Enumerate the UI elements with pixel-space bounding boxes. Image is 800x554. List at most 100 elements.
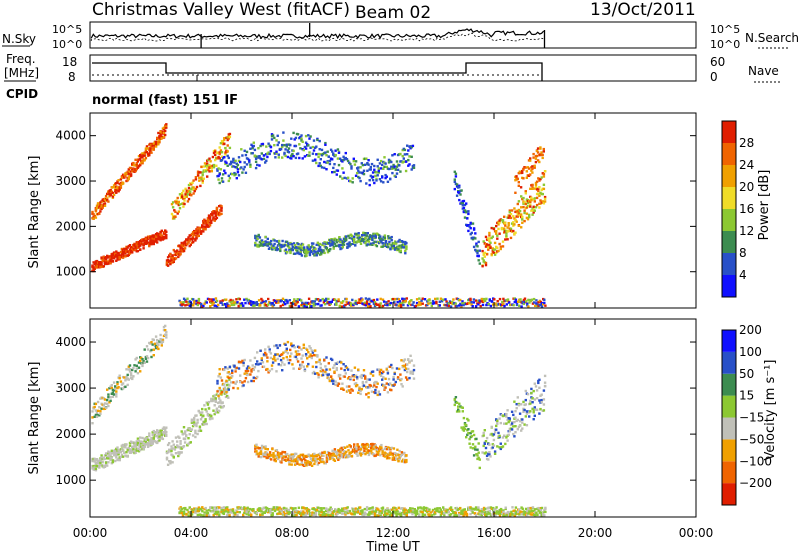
echo-cell <box>343 305 346 308</box>
echo-cell <box>165 126 168 129</box>
echo-cell <box>225 391 228 394</box>
echo-cell <box>538 179 541 182</box>
echo-cell <box>309 457 313 460</box>
echo-cell <box>505 422 508 425</box>
echo-cell <box>131 246 134 249</box>
echo-cell <box>458 198 461 202</box>
echo-cell <box>461 410 464 413</box>
echo-cell <box>304 459 307 462</box>
echo-cell <box>518 424 522 427</box>
echo-cell <box>336 361 340 364</box>
echo-cell <box>458 402 461 405</box>
echo-cell <box>272 452 275 455</box>
echo-cell <box>123 376 126 379</box>
echo-cell <box>196 513 199 517</box>
echo-cell <box>381 450 384 453</box>
echo-cell <box>324 151 327 154</box>
echo-cell <box>459 298 462 302</box>
echo-cell <box>373 168 376 171</box>
echo-cell <box>264 351 267 355</box>
echo-cell <box>351 242 355 246</box>
echo-cell <box>192 510 195 514</box>
echo-cell <box>534 304 537 307</box>
echo-cell <box>349 304 353 307</box>
echo-cell <box>133 164 136 167</box>
echo-cell <box>218 401 221 404</box>
echo-cell <box>286 155 290 159</box>
echo-cell <box>335 303 338 306</box>
echo-cell <box>292 344 295 347</box>
echo-cell <box>161 130 165 133</box>
echo-cell <box>368 444 372 447</box>
echo-cell <box>390 363 393 367</box>
echo-cell <box>196 418 199 422</box>
freq-label-line1: Freq. <box>6 52 36 66</box>
echo-cell <box>409 354 412 357</box>
echo-cell <box>301 360 304 364</box>
echo-cell <box>273 509 277 513</box>
echo-cell <box>273 355 276 358</box>
echo-cell <box>202 414 205 417</box>
echo-cell <box>150 348 153 352</box>
echo-cell <box>234 159 237 162</box>
echo-cell <box>252 144 255 148</box>
echo-cell <box>507 229 510 233</box>
echo-cell <box>505 232 508 235</box>
echo-cell <box>289 251 292 255</box>
echo-cell <box>292 367 295 370</box>
echo-cell <box>258 236 262 239</box>
echo-cell <box>338 453 341 456</box>
echo-cell <box>204 418 207 421</box>
echo-cell <box>371 171 375 174</box>
echo-cell <box>466 433 469 436</box>
echo-cell <box>266 237 269 241</box>
echo-cell <box>194 429 197 432</box>
echo-cell <box>156 345 159 349</box>
echo-cell <box>387 167 391 171</box>
echo-cell <box>483 429 486 432</box>
echo-cell <box>211 506 214 509</box>
echo-cell <box>292 507 295 510</box>
echo-cell <box>283 363 286 366</box>
echo-cell <box>94 208 98 211</box>
echo-cell <box>229 162 233 165</box>
echo-cell <box>220 506 223 510</box>
echo-cell <box>531 165 534 168</box>
echo-cell <box>262 506 265 509</box>
echo-cell <box>227 376 230 379</box>
echo-cell <box>331 358 334 362</box>
echo-cell <box>496 422 499 425</box>
echo-cell <box>111 254 115 257</box>
echo-cell <box>216 382 219 385</box>
echo-cell <box>191 235 195 238</box>
echo-cell <box>506 439 509 442</box>
echo-cell <box>369 305 372 308</box>
echo-cell <box>300 137 303 140</box>
echo-cell <box>115 456 118 459</box>
echo-cell <box>290 463 293 466</box>
echo-cell <box>166 443 170 447</box>
echo-cell <box>481 257 484 260</box>
echo-cell <box>175 200 178 204</box>
echo-cell <box>270 303 273 306</box>
echo-cell <box>310 249 314 253</box>
noise-sky-line <box>90 28 545 40</box>
echo-cell <box>370 162 374 166</box>
echo-cell <box>214 214 217 217</box>
echo-cell <box>103 202 107 205</box>
echo-cell <box>259 157 262 160</box>
echo-cell <box>532 409 535 412</box>
echo-cell <box>288 460 291 464</box>
echo-cell <box>359 446 363 450</box>
echo-cell <box>242 384 245 387</box>
echo-cell <box>261 299 264 302</box>
echo-cell <box>284 148 287 151</box>
echo-cell <box>371 178 375 182</box>
echo-cell <box>201 510 204 513</box>
echo-cell <box>339 373 342 377</box>
echo-cell <box>209 165 212 169</box>
echo-cell <box>165 230 168 233</box>
echo-cell <box>207 407 211 410</box>
echo-cell <box>182 249 186 253</box>
